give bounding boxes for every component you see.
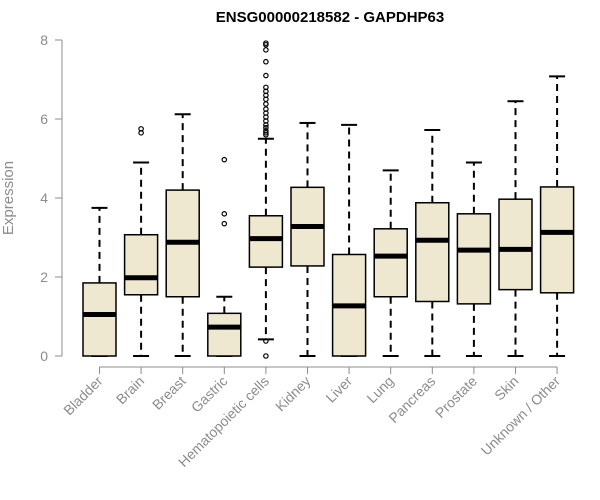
y-tick-label: 2 [40,269,48,285]
box-group [373,169,408,357]
box-group [415,129,450,357]
x-tick-label: Kidney [272,373,314,415]
box-group [82,206,117,357]
x-tick-label: Brain [113,373,147,407]
box-iqr [207,312,242,357]
outlier-point [263,40,269,46]
outlier-point [263,106,269,112]
x-tick-label: Skin [491,373,522,404]
y-axis-label: Expression [0,161,17,235]
outlier-point [263,130,269,136]
outlier-point [263,101,269,107]
x-tick-label: Breast [149,373,189,413]
box-iqr [82,282,117,357]
x-tick-label: Bladder [60,373,106,419]
outlier-point [221,156,228,163]
y-tick-label: 0 [40,348,48,364]
chart-title: ENSG00000218582 - GAPDHP63 [216,9,444,26]
y-axis: 0 2 4 6 8 [40,32,63,364]
y-tick-label: 6 [40,111,48,127]
outlier-point [263,338,269,344]
outlier-point [138,126,144,132]
outlier-point [263,128,269,134]
x-tick-label: Lung [363,373,396,406]
box-iqr [248,215,284,268]
box-group [123,126,159,357]
x-tick-label: Prostate [432,373,480,421]
box-iqr [539,186,575,294]
box-iqr [415,201,450,303]
outlier-point [263,47,269,53]
outlier-point [221,211,228,217]
outlier-point [221,220,228,227]
box-series [82,40,575,359]
box-iqr [456,213,492,305]
box-group [165,113,200,357]
box-group [456,161,492,357]
box-iqr [373,228,408,298]
outlier-point [263,72,269,79]
x-tick-label: Unknown / Other [478,373,564,459]
box-group [331,123,367,357]
box-group [290,121,325,357]
box-group [498,100,533,357]
outlier-point [263,124,269,131]
box-iqr [123,233,159,296]
outlier-point [263,353,269,359]
x-tick-label: Liver [322,373,355,406]
outlier-point [263,84,269,91]
box-group [248,40,284,359]
y-tick-label: 8 [40,32,48,48]
box-iqr [498,198,533,291]
box-group [539,75,575,357]
outlier-point [263,58,269,65]
box-group [207,156,242,357]
y-tick-label: 4 [40,190,48,206]
